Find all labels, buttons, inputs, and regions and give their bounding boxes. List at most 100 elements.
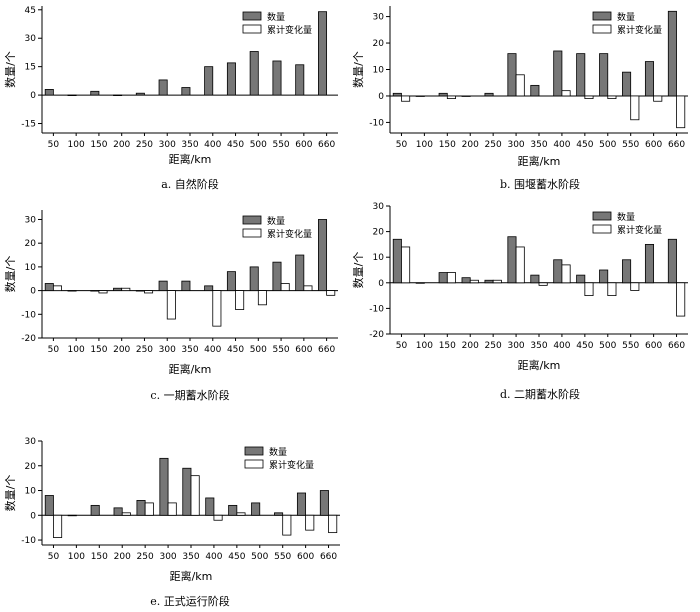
x-tick-label: 550: [622, 140, 639, 150]
x-tick-label: 600: [295, 140, 312, 150]
bar-count-250: [135, 290, 145, 292]
legend-swatch-count: [244, 446, 264, 456]
bar-count-250: [484, 92, 494, 97]
legend-label-change: 累计变化量: [269, 459, 314, 471]
bar-count-600: [644, 61, 655, 97]
x-tick-label: 100: [416, 341, 433, 351]
x-axis-label: 距离/km: [518, 154, 561, 168]
bar-change-50: [401, 95, 411, 102]
y-axis-label: 数量/个: [352, 252, 365, 289]
x-tick-label: 400: [553, 341, 570, 351]
bar-count-350: [181, 87, 191, 96]
legend-label-count: 数量: [267, 11, 285, 23]
x-axis-label: 距离/km: [170, 569, 213, 583]
y-axis-label: 数量/个: [4, 475, 17, 512]
bar-count-600: [296, 492, 307, 516]
legend-label-count: 数量: [269, 446, 287, 458]
bar-count-660: [318, 219, 328, 291]
x-tick-label: 500: [599, 140, 616, 150]
x-tick-label: 350: [182, 552, 199, 562]
x-tick-label: 500: [250, 140, 267, 150]
x-tick-label: 550: [272, 140, 289, 150]
x-tick-label: 50: [396, 140, 408, 150]
bar-count-50: [392, 238, 402, 284]
x-axis-label: 距离/km: [169, 152, 212, 166]
bar-count-300: [158, 280, 168, 291]
bar-count-500: [249, 51, 259, 96]
bar-change-350: [538, 282, 548, 286]
bar-count-500: [599, 269, 609, 284]
bar-count-100: [67, 290, 77, 292]
x-tick-label: 150: [439, 140, 456, 150]
x-tick-label: 200: [113, 140, 130, 150]
x-tick-label: 350: [530, 341, 547, 351]
y-axis-label: 数量/个: [4, 51, 17, 88]
bar-count-350: [530, 84, 540, 97]
x-tick-label: 300: [159, 140, 176, 150]
chart-panel-e: -10 0 10 20 30 50 100 150 200 250 300 350 400 450 500 5…: [4, 437, 340, 608]
bar-change-150: [446, 272, 456, 284]
bar-count-200: [113, 507, 123, 516]
bar-change-150: [98, 290, 108, 294]
y-tick-label: 20: [25, 239, 37, 249]
legend-swatch-count: [242, 215, 262, 225]
bar-count-500: [251, 502, 261, 516]
bar-count-500: [249, 266, 259, 291]
bar-change-200: [469, 279, 479, 284]
legend-swatch-change: [592, 24, 612, 34]
x-tick-label: 100: [416, 140, 433, 150]
x-tick-label: 200: [462, 341, 479, 351]
legend-swatch-count: [592, 11, 612, 21]
x-tick-label: 350: [181, 140, 198, 150]
bar-change-600: [305, 514, 315, 531]
panel-caption: a. 自然阶段: [161, 177, 219, 191]
bar-count-150: [438, 272, 448, 284]
y-tick-label: 45: [25, 6, 36, 16]
chart-panel-c: -20 -10 0 10 20 30 50 100 150 200 250 300 350 400 450 5…: [4, 210, 338, 402]
bar-change-300: [515, 74, 525, 97]
bar-count-550: [622, 71, 632, 97]
bar-count-350: [530, 274, 540, 284]
legend-label-count: 数量: [617, 211, 635, 223]
bar-count-50: [392, 92, 402, 97]
bar-count-350: [181, 280, 191, 291]
bar-count-300: [158, 79, 168, 96]
bar-change-500: [607, 282, 617, 296]
bar-count-50: [44, 283, 54, 291]
legend-swatch-change: [242, 228, 262, 238]
panel-caption: b. 围堰蓄水阶段: [500, 177, 580, 191]
legend-swatch-count: [242, 11, 262, 21]
bar-count-100: [67, 94, 77, 96]
bar-change-250: [492, 279, 502, 284]
bar-count-450: [576, 53, 586, 97]
bar-change-550: [280, 283, 290, 291]
bar-change-550: [282, 514, 292, 536]
y-tick-label: -20: [21, 334, 36, 344]
bar-count-660: [667, 238, 677, 284]
bar-count-400: [553, 259, 563, 284]
bar-change-150: [446, 95, 456, 100]
bar-count-400: [204, 66, 214, 96]
bar-change-50: [53, 514, 63, 538]
x-tick-label: 400: [204, 345, 221, 355]
legend-label-change: 累计变化量: [617, 224, 662, 236]
bar-count-50: [44, 89, 54, 96]
bar-count-250: [484, 279, 494, 284]
x-axis-label: 距离/km: [518, 358, 561, 372]
legend-label-change: 累计变化量: [267, 24, 312, 36]
x-tick-label: 600: [297, 552, 314, 562]
y-tick-label: 0: [30, 287, 36, 297]
bar-count-550: [272, 261, 282, 291]
bar-change-660: [676, 95, 686, 129]
y-tick-label: 20: [373, 228, 385, 238]
y-tick-label: 30: [373, 13, 385, 23]
x-tick-label: 300: [159, 345, 176, 355]
bar-count-550: [274, 512, 284, 516]
legend-label-count: 数量: [267, 215, 285, 227]
bar-change-600: [653, 95, 663, 102]
bar-count-150: [90, 290, 100, 292]
bar-change-450: [235, 290, 245, 310]
bar-change-350: [190, 475, 200, 516]
y-tick-label: 30: [25, 215, 37, 225]
bar-change-660: [676, 282, 686, 317]
